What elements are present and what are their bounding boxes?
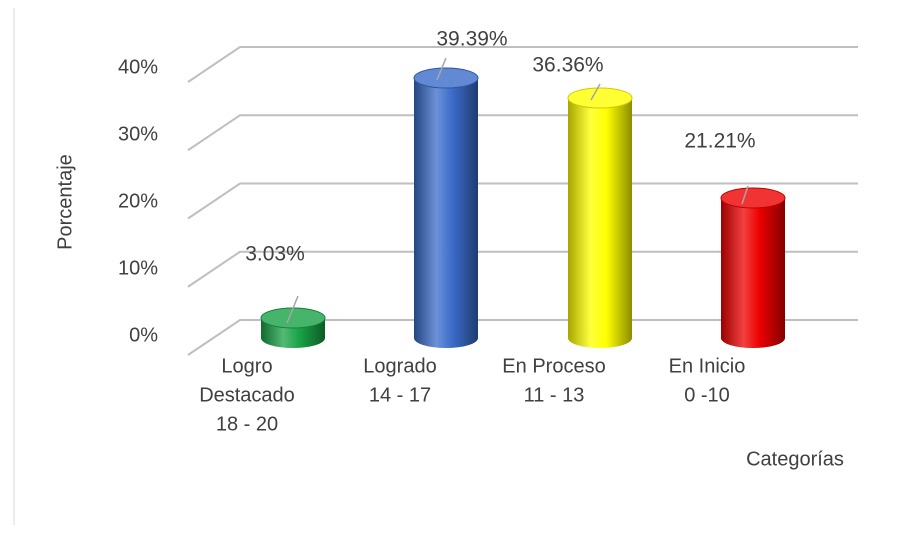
x-tick-label: En Inicio [669, 355, 746, 377]
bar [414, 78, 478, 348]
y-tick-label: 20% [118, 190, 158, 212]
x-tick-label: 11 - 13 [524, 384, 585, 406]
bar [568, 98, 632, 348]
bar [721, 198, 785, 348]
bar-top [413, 67, 479, 89]
x-tick-label: 0 -10 [684, 384, 730, 406]
value-label: 3.03% [245, 243, 305, 266]
leader-line [741, 185, 749, 205]
grid-line [187, 182, 858, 220]
value-label: 36.36% [532, 54, 603, 77]
grid-line [187, 250, 858, 288]
x-axis-label: Categorías [746, 448, 844, 470]
grid-line [187, 319, 858, 356]
bar-top [567, 87, 633, 109]
bar-top [260, 307, 326, 329]
y-tick-label: 10% [118, 257, 158, 279]
value-label: 21.21% [684, 130, 755, 153]
y-tick-label: 30% [118, 123, 158, 145]
leader-line [436, 57, 447, 81]
x-tick-label: Logrado [363, 355, 436, 377]
x-tick-label: En Proceso [502, 355, 605, 377]
x-tick-label: Logro [221, 355, 272, 377]
leader-line [286, 295, 299, 324]
grid-line [187, 114, 858, 152]
y-axis-label: Porcentaje [54, 154, 76, 250]
bar-top [720, 187, 786, 209]
x-tick-label: Destacado [199, 384, 295, 406]
leader-line [590, 83, 601, 101]
x-tick-label: 14 - 17 [369, 384, 431, 406]
y-tick-label: 40% [118, 56, 158, 78]
y-tick-label: 0% [129, 324, 158, 346]
x-tick-label: 18 - 20 [216, 413, 278, 435]
grid-line [187, 46, 858, 83]
value-label: 39.39% [436, 28, 507, 51]
